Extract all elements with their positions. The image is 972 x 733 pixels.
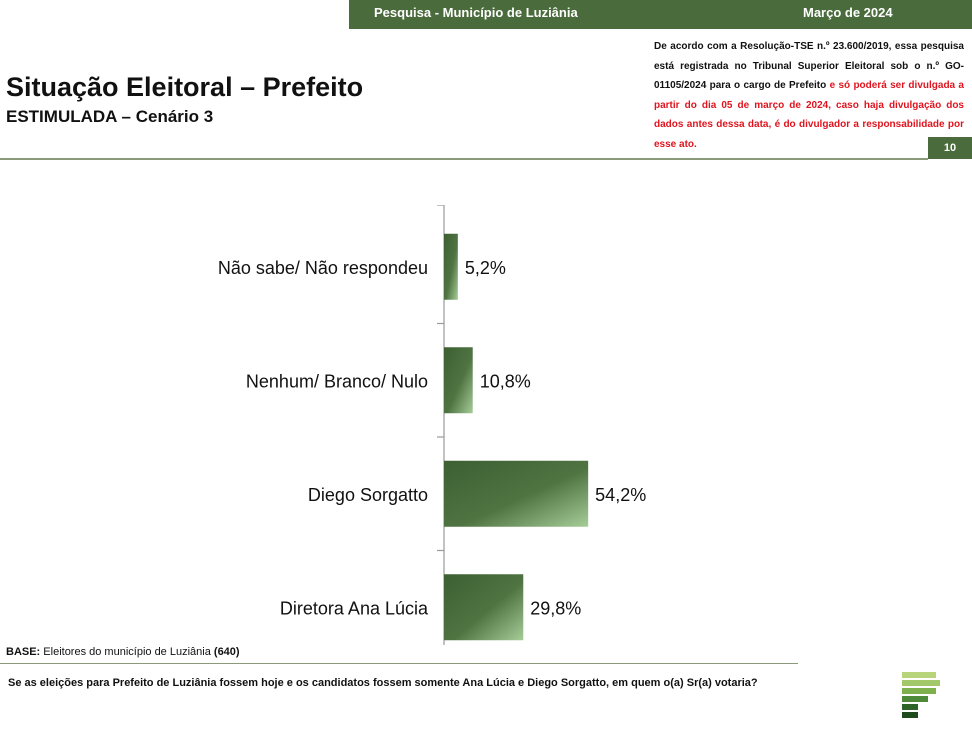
survey-question: Se as eleições para Prefeito de Luziânia… <box>8 677 758 689</box>
bar-chart: Não sabe/ Não respondeu 5,2% Nenhum/ Branc… <box>218 205 646 645</box>
bar <box>444 574 524 641</box>
survey-date: Março de 2024 <box>803 5 893 20</box>
category-label: Não sabe/ Não respondeu <box>218 258 428 278</box>
data-label: 5,2% <box>465 258 506 278</box>
data-label: 29,8% <box>530 598 581 618</box>
brand-logo <box>902 672 940 718</box>
base-label: BASE: <box>6 646 41 658</box>
page-title: Situação Eleitoral – Prefeito <box>6 72 364 102</box>
legal-notice: De acordo com a Resolução-TSE n.º 23.600… <box>654 37 964 154</box>
header-bar: Pesquisa - Município de Luziânia Março d… <box>349 0 972 29</box>
bar <box>444 347 473 414</box>
legal-notice-warning: e só poderá ser divulgada a partir do di… <box>654 80 964 150</box>
category-label: Diretora Ana Lúcia <box>280 598 429 618</box>
data-label: 10,8% <box>480 371 531 391</box>
base-note: BASE: Eleitores do município de Luziânia… <box>6 646 240 658</box>
header-divider <box>0 158 928 160</box>
category-label: Nenhum/ Branco/ Nulo <box>246 371 428 391</box>
bar <box>444 460 589 527</box>
category-label: Diego Sorgatto <box>308 485 428 505</box>
page-subtitle: ESTIMULADA – Cenário 3 <box>6 107 214 126</box>
legal-notice-text: De acordo com a Resolução-TSE n.º 23.600… <box>654 41 964 91</box>
survey-title: Pesquisa - Município de Luziânia <box>374 5 578 20</box>
bar <box>444 233 458 300</box>
base-count: (640) <box>213 646 240 658</box>
base-text: Eleitores do município de Luziânia <box>40 646 214 658</box>
page-number: 10 <box>928 137 972 159</box>
data-label: 54,2% <box>595 485 646 505</box>
footer-divider <box>0 663 798 664</box>
